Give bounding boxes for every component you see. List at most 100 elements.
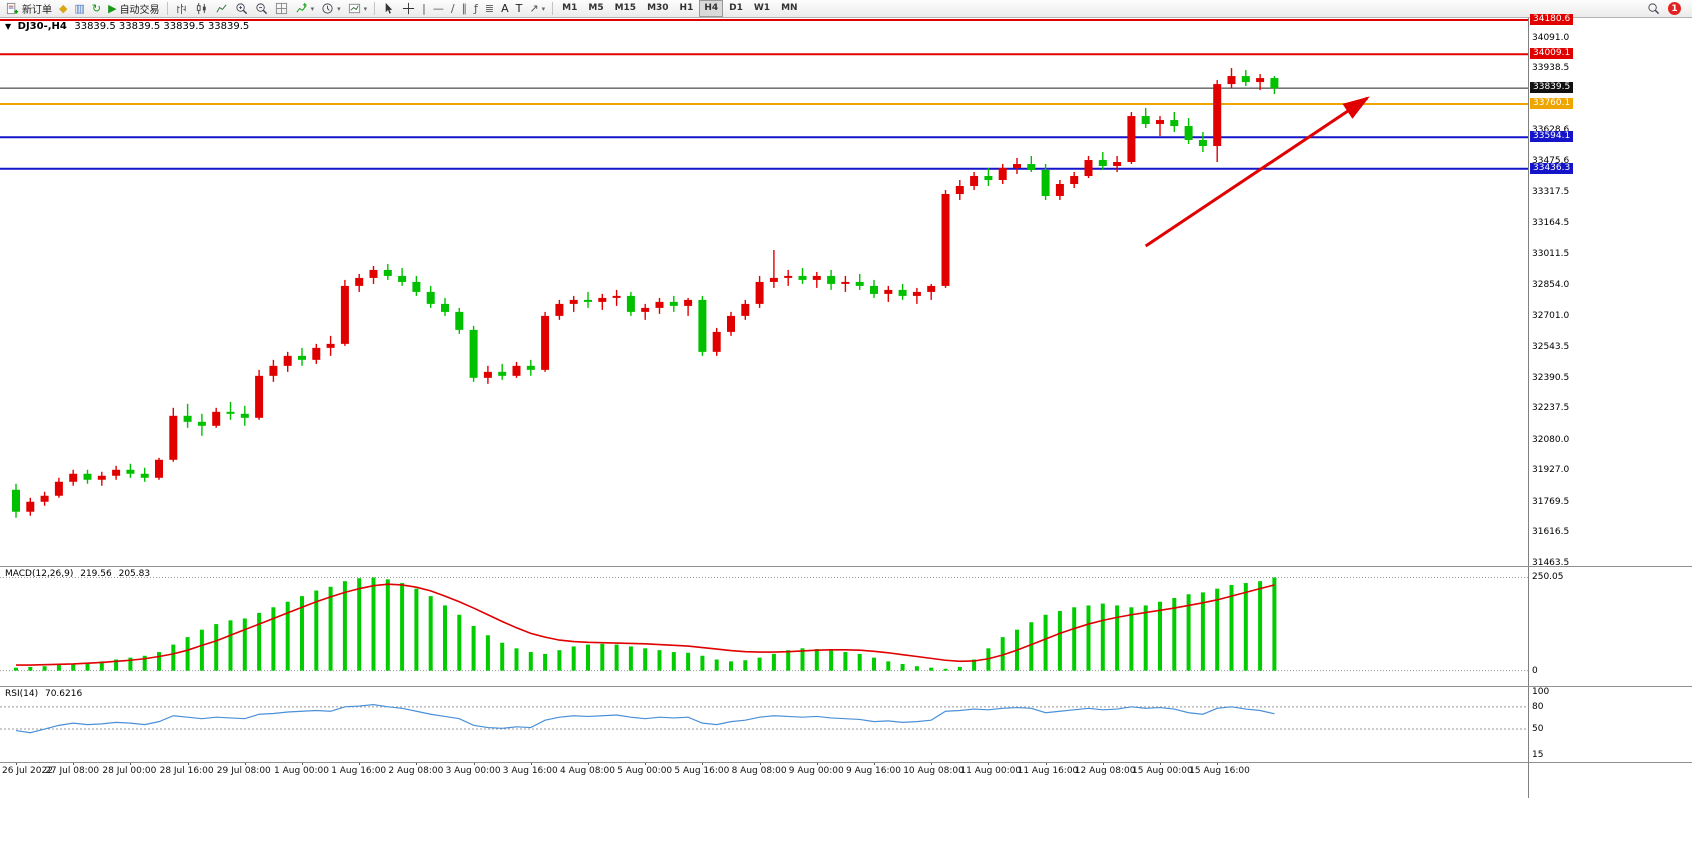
axis-tick: 32237.5: [1532, 403, 1570, 414]
price-marker: 33760.1: [1530, 98, 1574, 110]
time-tick: [1045, 762, 1047, 765]
time-tick: [187, 762, 189, 765]
axis-tick: 34091.0: [1532, 32, 1570, 43]
timeframe-m1[interactable]: M1: [562, 3, 578, 13]
timeframe-group: M1 M5 M15 M30 H1 H4 D1 W1 MN: [557, 0, 802, 17]
timeframe-d1[interactable]: D1: [729, 3, 743, 13]
timeframe-m30[interactable]: M30: [647, 3, 669, 13]
vertical-line-button[interactable]: |: [419, 0, 429, 18]
trendline-button[interactable]: ∕: [448, 0, 458, 18]
panel-icon: ▥: [74, 2, 85, 15]
arrow-tool-icon: ↗: [529, 2, 539, 15]
time-label: 12 Aug 08:00: [1074, 766, 1136, 776]
dropdown-caret-icon: ▾: [541, 4, 546, 13]
dropdown-caret-icon: ▾: [337, 4, 341, 13]
toolbar-separator: [552, 2, 554, 15]
rsi-pane[interactable]: [0, 686, 1528, 762]
time-label: 3 Aug 00:00: [445, 766, 501, 776]
axis-tick: 32080.0: [1532, 434, 1570, 445]
refresh-button[interactable]: ↻: [89, 0, 104, 18]
chart-ohlc: 33839.5 33839.5 33839.5 33839.5: [74, 21, 250, 32]
macd-pane[interactable]: [0, 566, 1528, 686]
grid-button[interactable]: ≣: [482, 0, 497, 18]
timeframe-m5[interactable]: M5: [588, 3, 604, 13]
price-marker: 34009.1: [1530, 48, 1574, 60]
axis-tick: 32701.0: [1532, 310, 1570, 321]
channel-button[interactable]: ∥: [459, 0, 471, 18]
text-icon: A: [501, 2, 509, 15]
bar-chart-button[interactable]: [172, 0, 191, 18]
price-marker: 33839.5: [1530, 82, 1574, 94]
channel-icon: ∥: [461, 2, 468, 15]
time-tick: [816, 762, 818, 765]
timeframe-h4[interactable]: H4: [699, 0, 724, 17]
grid-icon: ≣: [484, 2, 495, 15]
timeframe-m15[interactable]: M15: [614, 3, 637, 13]
periods-button[interactable]: ▾: [318, 0, 344, 18]
timeframe-w1[interactable]: W1: [753, 3, 771, 13]
time-tick: [702, 762, 704, 765]
toolbar-separator: [166, 2, 168, 15]
dropdown-caret-icon: ▾: [310, 4, 315, 13]
time-label: 1 Aug 16:00: [331, 766, 387, 776]
plot-column: 26 Jul 2022 27 Jul 08:00 28 Jul 00:00 28 Ju…: [0, 18, 1528, 776]
pane-separator[interactable]: [0, 566, 1692, 567]
time-tick: [1160, 762, 1161, 765]
time-axis[interactable]: 26 Jul 2022 27 Jul 08:00 28 Jul 00:00 28 Ju…: [0, 762, 1528, 780]
pane-separator[interactable]: [0, 686, 1692, 687]
chart-title: ▼ DJ30-,H4 33839.5 33839.5 33839.5 33839…: [5, 21, 249, 32]
axis-tick: 32854.0: [1532, 280, 1570, 291]
candlestick-chart-button[interactable]: [192, 0, 211, 18]
price-axis[interactable]: 34091.0 33938.5 33628.6 33475.6 33317.5 33164…: [1528, 14, 1692, 798]
time-tick: [588, 762, 589, 765]
arrows-button[interactable]: ↗ ▾: [526, 0, 548, 18]
axis-tick: 250.05: [1532, 572, 1564, 583]
rsi-value: 70.6216: [44, 689, 83, 699]
label-button[interactable]: T: [513, 0, 526, 18]
axis-tick: 31463.5: [1532, 558, 1570, 568]
rsi-label: RSI(14) 70.6216: [5, 689, 83, 699]
search-button[interactable]: [1644, 0, 1663, 18]
templates-button[interactable]: ▾: [345, 0, 371, 18]
timeframe-mn[interactable]: MN: [781, 3, 798, 13]
horizontal-line-button[interactable]: —: [430, 0, 447, 18]
fibonacci-button[interactable]: ƒ: [471, 0, 481, 18]
trend-arrow[interactable]: [1144, 96, 1370, 248]
indicators-button[interactable]: ▾: [292, 0, 318, 18]
time-tick: [1217, 762, 1219, 765]
time-label: 28 Jul 16:00: [159, 766, 214, 776]
text-button[interactable]: A: [498, 0, 512, 18]
chart-canvas[interactable]: [0, 18, 1528, 566]
line-chart-icon: [216, 4, 227, 13]
time-tick: [988, 762, 990, 765]
time-label: 2 Aug 08:00: [388, 766, 444, 776]
label-icon: T: [515, 2, 523, 15]
metaeditor-button[interactable]: ◆: [56, 0, 70, 18]
crosshair-button[interactable]: [399, 0, 418, 18]
market-watch-button[interactable]: ▥: [71, 0, 87, 18]
new-order-label: 新订单: [22, 5, 52, 16]
tile-windows-icon: [275, 2, 287, 15]
time-label: 4 Aug 08:00: [560, 766, 615, 776]
template-chart-icon: [348, 3, 360, 14]
zoom-out-button[interactable]: [252, 0, 271, 18]
price-marker: 33594.1: [1530, 131, 1574, 143]
tile-windows-button[interactable]: [272, 0, 291, 18]
time-label: 11 Aug 16:00: [1017, 766, 1079, 776]
time-tick: [931, 762, 933, 765]
autotrading-button[interactable]: ▶ 自动交易: [105, 0, 162, 18]
axis-tick: 33011.5: [1532, 248, 1570, 259]
cursor-button[interactable]: [379, 0, 398, 18]
bar-chart-icon: [176, 3, 186, 15]
time-label: 28 Jul 00:00: [102, 766, 157, 776]
new-order-button[interactable]: 新订单: [3, 0, 55, 18]
time-label: 1 Aug 00:00: [274, 766, 329, 776]
crosshair-icon: [403, 2, 415, 15]
time-label: 26 Jul 2022: [2, 766, 53, 776]
horizontal-line-icon: —: [432, 2, 444, 15]
time-label: 9 Aug 00:00: [788, 766, 844, 776]
zoom-in-button[interactable]: [232, 0, 251, 18]
notification-badge[interactable]: 1: [1668, 2, 1681, 15]
line-chart-button[interactable]: [212, 0, 231, 18]
timeframe-h1[interactable]: H1: [679, 3, 694, 13]
